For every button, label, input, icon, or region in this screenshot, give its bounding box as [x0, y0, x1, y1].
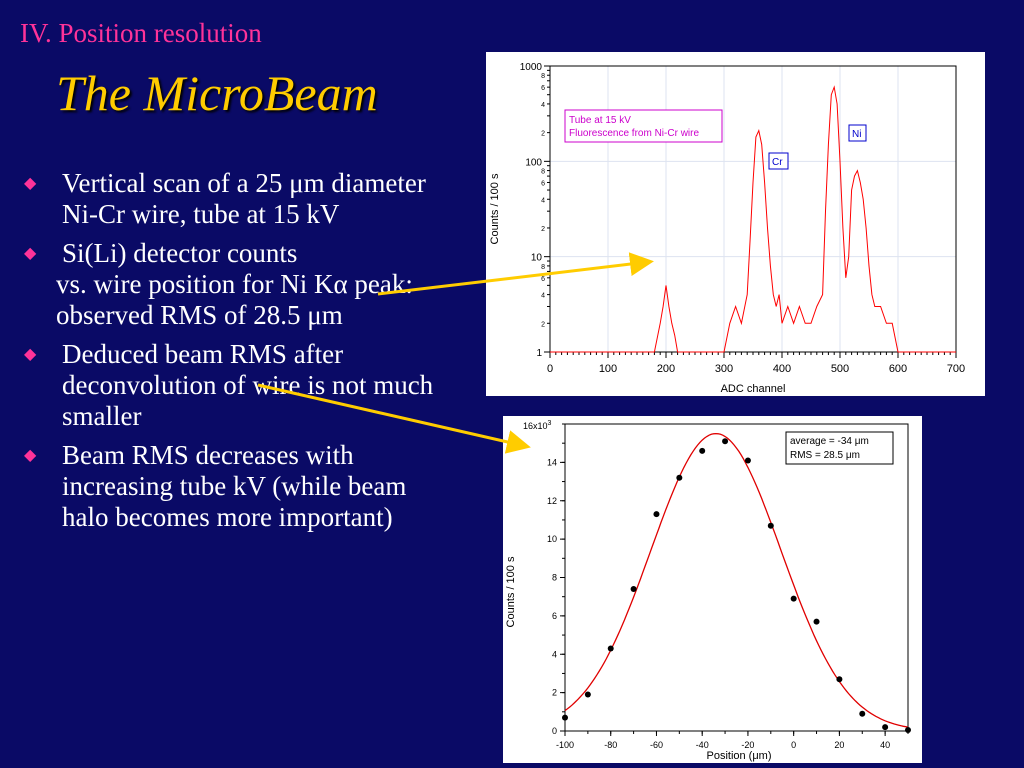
scan-data-point	[562, 714, 568, 721]
scan-x-tick-label: -100	[556, 740, 574, 750]
scan-data-point	[584, 691, 591, 698]
scan-y-tick-label: 4	[552, 649, 557, 659]
scan-data-point	[905, 727, 911, 734]
scan-data-point	[767, 522, 774, 529]
spectrum-series-line	[550, 85, 956, 353]
spectrum-x-tick-label: 100	[599, 363, 617, 375]
gaussian-fit-curve	[564, 432, 909, 728]
scan-x-tick-label: -60	[650, 740, 663, 750]
spectrum-x-tick-label: 200	[657, 363, 675, 375]
scan-data-point	[790, 595, 797, 602]
scan-legend-average: average = -34 μm	[790, 436, 869, 447]
diamond-bullet-icon: ◆	[24, 346, 37, 363]
spectrum-x-axis-label: ADC channel	[721, 383, 786, 395]
bullet-item: ◆ Vertical scan of a 25 μm diameter Ni-Cr…	[22, 168, 452, 230]
spectrum-annotation-box	[564, 109, 723, 143]
spectrum-y-tick-label: 10	[531, 253, 543, 264]
bullet-list: ◆ Vertical scan of a 25 μm diameter Ni-Cr…	[22, 168, 452, 541]
scan-data-point	[699, 447, 706, 454]
spectrum-y-minor-label: 2	[541, 226, 545, 233]
spectrum-y-tick-label: 100	[525, 157, 542, 168]
spectrum-y-minor-label: 4	[541, 197, 545, 204]
spectrum-x-tick-label: 600	[889, 363, 907, 375]
spectrum-y-minor-label: 4	[541, 293, 545, 300]
scan-data-point	[676, 474, 683, 481]
bullet-text: Beam RMS decreases with increasing tube …	[62, 440, 407, 532]
spectrum-y-tick-label: 1000	[520, 62, 543, 73]
scan-x-tick-label: 40	[880, 740, 890, 750]
diamond-bullet-icon: ◆	[24, 175, 37, 192]
spectrum-y-minor-label: 8	[541, 264, 545, 271]
scan-chart-panel: -100 -80 -60 -40 -20 0 20 40 0 2 4 6 8 10 12 14 16x103 …	[503, 416, 922, 763]
bullet-continuation: vs. wire position for Ni Kα peak: observ…	[22, 269, 452, 331]
scan-y-tick-label: 10	[547, 534, 557, 544]
scan-x-tick-label: 20	[834, 740, 844, 750]
spectrum-annotation-line1: Tube at 15 kV	[569, 115, 631, 126]
ni-peak-label: Ni	[852, 129, 861, 140]
spectrum-annotation-line2: Fluorescence from Ni-Cr wire	[569, 128, 699, 139]
scan-data-point	[653, 511, 660, 518]
scan-data-point	[744, 457, 751, 464]
spectrum-y-minor-label: 8	[541, 73, 545, 80]
spectrum-x-tick-label: 500	[831, 363, 849, 375]
spectrum-y-minor-label: 6	[541, 276, 545, 283]
scan-data-point	[882, 724, 889, 731]
scan-data-point	[722, 438, 729, 445]
scan-y-multiplier: 16x103	[523, 420, 552, 431]
spectrum-y-axis-label: Counts / 100 s	[489, 173, 501, 244]
scan-x-tick-label: -20	[741, 740, 754, 750]
scan-data-point	[813, 618, 820, 625]
arrow-to-scan	[257, 383, 531, 454]
spectrum-y-minor-label: 4	[541, 102, 545, 109]
spectrum-y-minor-label: 2	[541, 321, 545, 328]
scan-y-tick-label: 0	[552, 726, 557, 736]
scan-y-tick-label: 14	[547, 457, 557, 467]
spectrum-y-tick-label: 1	[536, 348, 542, 359]
bullet-text: Deduced beam RMS after deconvolution of …	[62, 339, 434, 431]
scan-data-point	[836, 676, 843, 683]
bullet-item: ◆ Deduced beam RMS after deconvolution of…	[22, 339, 452, 432]
spectrum-y-minor-label: 6	[541, 85, 545, 92]
scan-y-tick-label: 2	[552, 688, 557, 698]
bullet-text: Vertical scan of a 25 μm diameter Ni-Cr …	[62, 168, 426, 229]
bullet-item: ◆ Si(Li) detector counts	[22, 238, 452, 269]
section-heading: IV. Position resolution	[20, 18, 262, 48]
scan-x-tick-label: 0	[791, 740, 796, 750]
ni-label-box	[848, 124, 867, 142]
spectrum-y-minor-label: 2	[541, 131, 545, 138]
scan-y-tick-label: 6	[552, 611, 557, 621]
spectrum-x-tick-label: 700	[947, 363, 965, 375]
scan-legend-rms: RMS = 28.5 μm	[790, 450, 860, 461]
spectrum-x-tick-label: 0	[547, 363, 553, 375]
cr-peak-label: Cr	[772, 157, 783, 168]
scan-y-tick-label: 12	[547, 496, 557, 506]
scan-data-point	[630, 586, 637, 593]
arrow-to-spectrum	[377, 252, 654, 296]
scan-legend-box	[785, 431, 894, 465]
spectrum-y-minor-label: 6	[541, 180, 545, 187]
scan-data-point	[859, 710, 866, 717]
spectrum-x-tick-label: 400	[773, 363, 791, 375]
diamond-bullet-icon: ◆	[24, 245, 37, 262]
scan-x-tick-label: -40	[696, 740, 709, 750]
spectrum-y-minor-label: 8	[541, 169, 545, 176]
bullet-text: Si(Li) detector counts	[62, 238, 298, 268]
spectrum-x-tick-label: 300	[715, 363, 733, 375]
bullet-item: ◆ Beam RMS decreases with increasing tube…	[22, 440, 452, 533]
bullet-continuation-text: vs. wire position for Ni Kα peak: observ…	[56, 269, 413, 330]
slide-title: The MicroBeam	[56, 65, 378, 121]
scan-x-tick-label: -80	[604, 740, 617, 750]
spectrum-chart-panel: 0 100 200 300 400 500 600 700 1 10 100 1000 2 4 6 8 2 4 6 8…	[486, 52, 985, 396]
diamond-bullet-icon: ◆	[24, 447, 37, 464]
scan-y-axis-label: Counts / 100 s	[505, 556, 517, 627]
spectrum-chart: 0 100 200 300 400 500 600 700 1 10 100 1000 2 4 6 8 2 4 6 8…	[489, 62, 965, 395]
scan-data-point	[607, 645, 614, 652]
scan-x-axis-label: Position (μm)	[706, 750, 771, 762]
cr-label-box	[768, 152, 789, 170]
scan-y-tick-label: 8	[552, 573, 557, 583]
